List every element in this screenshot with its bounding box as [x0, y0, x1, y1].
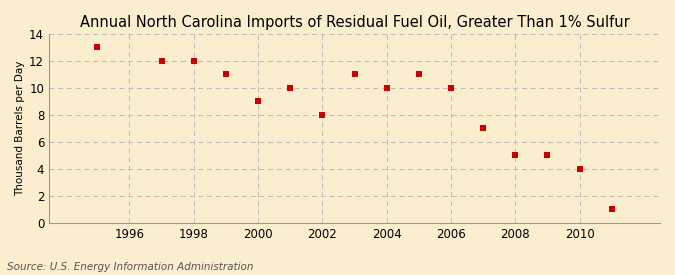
Text: Source: U.S. Energy Information Administration: Source: U.S. Energy Information Administ… [7, 262, 253, 272]
Point [156, 59, 167, 63]
Point [92, 45, 103, 50]
Point [510, 153, 520, 158]
Point [252, 99, 263, 104]
Point [413, 72, 424, 77]
Point [188, 59, 199, 63]
Point [285, 86, 296, 90]
Point [381, 86, 392, 90]
Title: Annual North Carolina Imports of Residual Fuel Oil, Greater Than 1% Sulfur: Annual North Carolina Imports of Residua… [80, 15, 629, 30]
Point [606, 207, 617, 211]
Point [446, 86, 456, 90]
Point [574, 167, 585, 171]
Point [478, 126, 489, 131]
Point [542, 153, 553, 158]
Point [221, 72, 232, 77]
Point [317, 113, 328, 117]
Y-axis label: Thousand Barrels per Day: Thousand Barrels per Day [15, 61, 25, 196]
Point [349, 72, 360, 77]
